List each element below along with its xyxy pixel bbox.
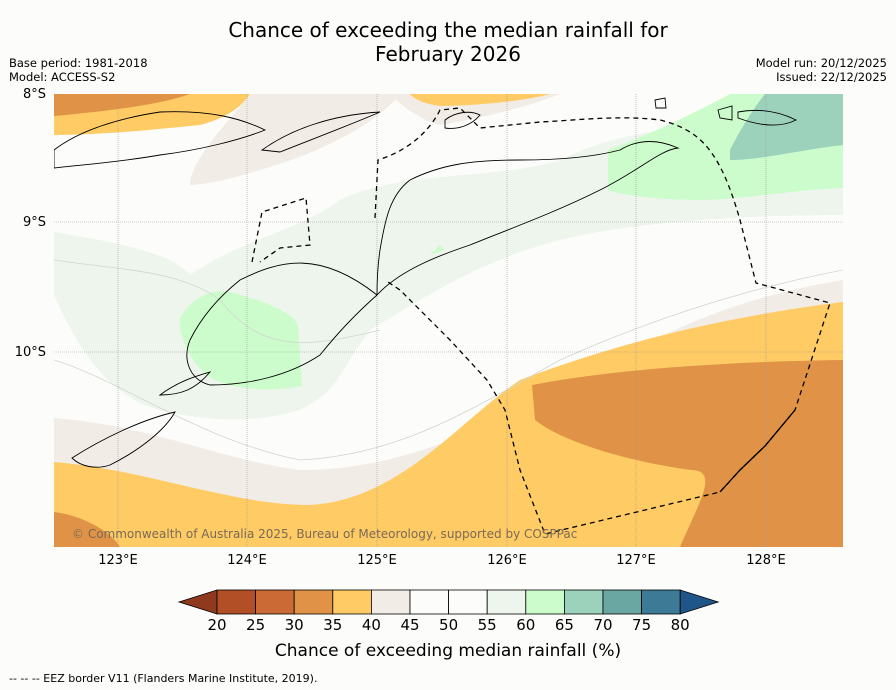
timor-leste-coast	[376, 141, 680, 297]
colorbar-tick-label: 75	[632, 616, 652, 634]
lon-label-128e: 128°E	[746, 553, 786, 568]
lat-label-9s: 9°S	[22, 215, 46, 230]
colorbar-segment	[448, 589, 488, 615]
colorbar-tick-label: 60	[516, 616, 536, 634]
colorbar-label: Chance of exceeding median rainfall (%)	[274, 641, 622, 661]
lat-label-10s: 10°S	[14, 345, 46, 360]
island-coast	[717, 105, 733, 121]
colorbar-tick-label: 50	[439, 616, 459, 634]
lon-label-123e: 123°E	[98, 553, 138, 568]
colorbar-arrow-left	[177, 589, 218, 615]
alor-coast	[260, 111, 381, 153]
wetar-coast	[444, 111, 481, 129]
island-coast	[654, 97, 667, 109]
west-timor-coast	[186, 262, 378, 386]
eez-oecusse	[251, 197, 311, 263]
flores-coast	[54, 111, 267, 169]
model-text: Model: ACCESS-S2	[9, 70, 116, 84]
band-30-35-sw	[54, 512, 120, 547]
lon-label-124e: 124°E	[227, 553, 267, 568]
band-35-40-n	[410, 94, 550, 106]
band-30-35	[532, 360, 843, 547]
colorbar-segment	[564, 589, 604, 615]
copyright-text: © Commonwealth of Australia 2025, Bureau…	[72, 527, 578, 541]
colorbar-tick-label: 20	[207, 616, 227, 634]
colorbar-tick-label: 80	[670, 616, 690, 634]
colorbar-tick-label: 25	[246, 616, 266, 634]
colorbar-tick-label: 70	[593, 616, 613, 634]
probability-field	[54, 94, 843, 547]
meta-right: Model run: 20/12/2025 Issued: 22/12/2025	[756, 56, 887, 84]
lat-label-8s: 8°S	[22, 87, 46, 102]
colorbar-segment	[216, 589, 256, 615]
lon-label-125e: 125°E	[357, 553, 397, 568]
colorbar-segment	[525, 589, 565, 615]
colorbar-segment	[409, 589, 449, 615]
colorbar-arrow-right	[679, 589, 720, 615]
eez-solid	[719, 409, 796, 493]
lon-label-127e: 127°E	[616, 553, 656, 568]
colorbar-tick-label: 65	[554, 616, 574, 634]
colorbar-segment	[293, 589, 334, 615]
colorbar-segment	[332, 589, 372, 615]
colorbar-segment	[641, 589, 681, 615]
colorbar-tick-label: 30	[284, 616, 304, 634]
colorbar-segment	[255, 589, 295, 615]
base-period-text: Base period: 1981-2018	[9, 56, 148, 70]
colorbar-tick-label: 40	[361, 616, 381, 634]
footnote: -- -- -- EEZ border V11 (Flanders Marine…	[9, 672, 318, 685]
roti-coast	[158, 371, 212, 396]
model-run-text: Model run: 20/12/2025	[755, 56, 887, 70]
colorbar-tick-label: 55	[477, 616, 497, 634]
chart-title: Chance of exceeding the median rainfall …	[0, 18, 896, 66]
lon-label-126e: 126°E	[487, 553, 527, 568]
band-60-65-small	[430, 245, 445, 255]
band-40-45-n	[190, 94, 400, 185]
contour-line	[54, 259, 381, 343]
colorbar-segment	[370, 589, 411, 615]
colorbar-tick-label: 45	[400, 616, 420, 634]
island-coast	[737, 109, 798, 126]
meta-left: Base period: 1981-2018 Model: ACCESS-S2	[9, 56, 148, 84]
colorbar-tick-label: 35	[323, 616, 343, 634]
colorbar	[177, 589, 720, 615]
band-35-40-south	[54, 302, 843, 547]
contour-line	[54, 269, 843, 461]
issued-text: Issued: 22/12/2025	[776, 70, 887, 84]
title-line-1: Chance of exceeding the median rainfall …	[228, 18, 668, 42]
colorbar-segment	[602, 589, 642, 615]
band-60-65-timor	[179, 291, 302, 390]
colorbar-segment	[486, 589, 527, 615]
band-30-35-nw	[54, 94, 190, 116]
sumba-coast	[71, 411, 176, 468]
eez-solid-segment	[719, 409, 796, 493]
coastlines	[54, 97, 798, 468]
title-line-2: February 2026	[375, 42, 521, 66]
gridlines	[54, 94, 843, 547]
